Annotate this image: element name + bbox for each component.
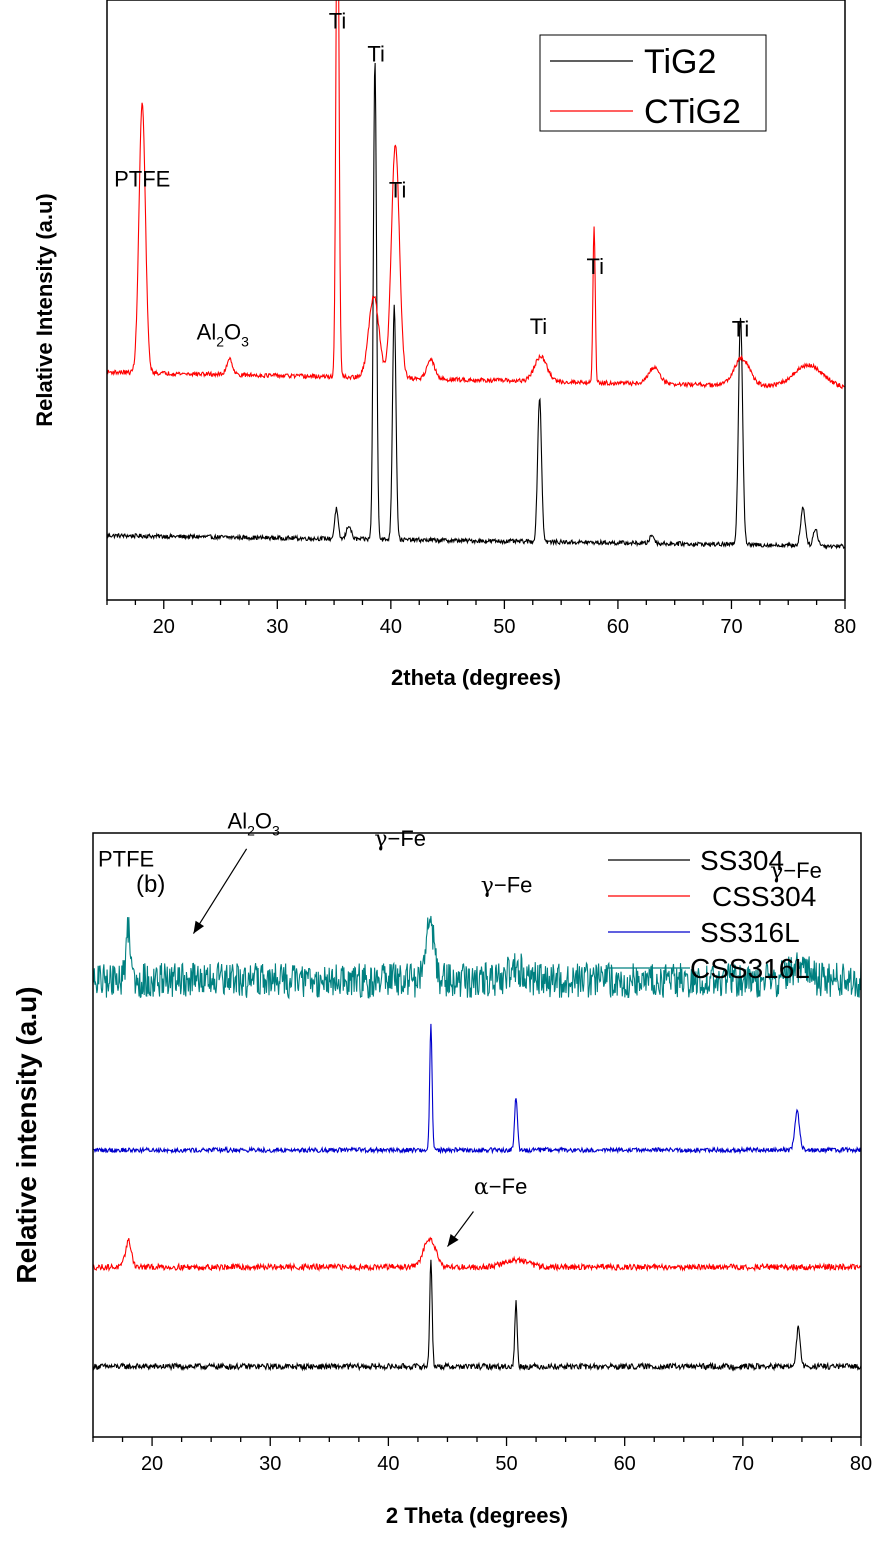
series-line-ss304	[92, 1259, 862, 1372]
chart-b-xtick-label: 20	[141, 1453, 163, 1475]
chart-a-xlabel: 2theta (degrees)	[391, 665, 561, 690]
chart-b-xtick-label: 80	[850, 1453, 872, 1475]
chart-a-legend: TiG2 CTiG2	[539, 34, 767, 132]
legend-label-ss304: SS304	[700, 845, 784, 876]
chart-a-peak-label: Ti	[530, 314, 548, 339]
legend-label-css304: CSS304	[712, 881, 816, 912]
chart-a-xtick-label: 60	[607, 616, 629, 638]
chart-a-xtick-label: 20	[153, 616, 175, 638]
chart-a: 20 30 40 50 60 70 80 Ti Ti PTFE Ti Ti Ti Ti Al2O3 TiG…	[32, 0, 856, 690]
chart-a-xaxis: 20 30 40 50 60 70 80	[106, 600, 856, 638]
legend-label-ctig2: CTiG2	[644, 93, 741, 131]
chart-b-peak-label: γ−Fe	[770, 858, 822, 884]
chart-a-peak-label: PTFE	[114, 167, 170, 192]
chart-a-peak-label: Ti	[586, 254, 604, 279]
chart-b-arrow-head	[447, 1233, 459, 1247]
series-line-tig2	[106, 62, 846, 550]
chart-b-panel-label: (b)	[136, 871, 165, 898]
chart-b-peak-label: γ−Fe	[481, 873, 533, 899]
chart-a-ylabel: Relative Intensity (a.u)	[32, 193, 57, 427]
series-line-ss316l	[92, 1023, 862, 1155]
chart-a-peak-label: Ti	[367, 41, 385, 66]
chart-b-xtick-label: 60	[614, 1453, 636, 1475]
series-line-css304	[92, 1236, 862, 1273]
series-line-ctig2	[106, 0, 846, 390]
chart-a-xtick-label: 70	[720, 616, 742, 638]
chart-a-annotations: Ti Ti PTFE Ti Ti Ti Ti Al2O3	[114, 9, 749, 350]
chart-a-peak-label: Ti	[389, 178, 407, 203]
chart-b-legend: SS304 CSS304 SS316L CSS316L	[608, 845, 816, 984]
chart-b-peak-label: α−Fe	[474, 1174, 527, 1200]
chart-b-peak-label: γ−Fe	[374, 826, 426, 852]
chart-b-arrow-head	[193, 920, 205, 934]
chart-b-xaxis: 20 30 40 50 60 70 80	[92, 1437, 872, 1475]
chart-b-xtick-label: 30	[259, 1453, 281, 1475]
chart-a-legend-box	[539, 34, 767, 132]
chart-a-peak-label: Ti	[732, 317, 750, 342]
chart-b-annotations: PTFE γ−Fe γ−Fe γ−Fe α−Fe Al2O3	[98, 808, 822, 1247]
chart-b-arrow-line	[192, 848, 248, 934]
chart-b-ylabel: Relative intensity (a.u)	[11, 986, 42, 1283]
chart-b-peak-label: PTFE	[98, 846, 154, 871]
chart-b-xlabel: 2 Theta (degrees)	[386, 1503, 568, 1528]
chart-a-al2o3-label: Al2O3	[197, 319, 249, 349]
chart-b-xtick-label: 40	[377, 1453, 399, 1475]
legend-label-tig2: TiG2	[644, 43, 716, 81]
chart-a-peak-label: Ti	[329, 9, 347, 34]
chart-b-xtick-label: 70	[732, 1453, 754, 1475]
series-line-css316l	[92, 915, 862, 1000]
chart-a-xtick-label: 30	[266, 616, 288, 638]
chart-a-traces	[106, 0, 846, 550]
chart-b-xtick-label: 50	[495, 1453, 517, 1475]
chart-a-xtick-label: 50	[493, 616, 515, 638]
chart-a-xtick-label: 80	[834, 616, 856, 638]
chart-b-traces	[92, 915, 862, 1372]
chart-b-al2o3-label: Al2O3	[228, 808, 280, 838]
legend-label-css316l: CSS316L	[690, 953, 810, 984]
chart-a-xtick-label: 40	[380, 616, 402, 638]
chart-b: 20 30 40 50 60 70 80 PTFE γ−Fe γ−Fe γ−Fe α−Fe Al2O3…	[11, 808, 872, 1528]
legend-label-ss316l: SS316L	[700, 917, 800, 948]
